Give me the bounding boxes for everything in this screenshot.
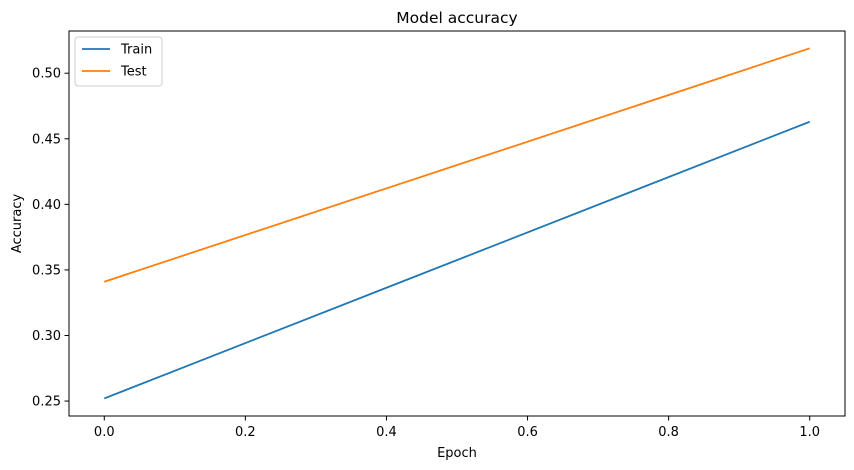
y-tick-label: 0.45 <box>32 132 61 147</box>
x-axis-label: Epoch <box>437 446 477 461</box>
x-tick-label: 1.0 <box>799 425 820 440</box>
x-tick-label: 0.0 <box>94 425 115 440</box>
y-tick-label: 0.50 <box>32 67 61 82</box>
chart-title: Model accuracy <box>396 9 517 27</box>
y-tick-label: 0.40 <box>32 198 61 213</box>
series-line-test <box>103 47 811 283</box>
y-tick-label: 0.30 <box>32 329 61 344</box>
y-axis-label: Accuracy <box>10 194 25 254</box>
x-tick-label: 0.6 <box>517 425 538 440</box>
x-tick-label: 0.4 <box>376 425 397 440</box>
x-tick-label: 0.2 <box>235 425 256 440</box>
legend-items: Train Test <box>82 43 152 80</box>
y-tick-label: 0.25 <box>32 395 61 410</box>
legend-label-test: Test <box>120 65 147 80</box>
x-tick-label: 0.8 <box>658 425 679 440</box>
legend: Train Test <box>74 36 163 87</box>
series-layer <box>103 47 811 400</box>
series-line-train <box>103 120 811 400</box>
y-axis-ticks: 0.25 0.30 0.35 0.40 0.45 0.50 <box>32 67 69 410</box>
plot-frame <box>68 30 846 417</box>
legend-label-train: Train <box>120 43 152 58</box>
y-tick-label: 0.35 <box>32 263 61 278</box>
x-axis-ticks: 0.0 0.2 0.4 0.6 0.8 1.0 <box>94 416 820 440</box>
